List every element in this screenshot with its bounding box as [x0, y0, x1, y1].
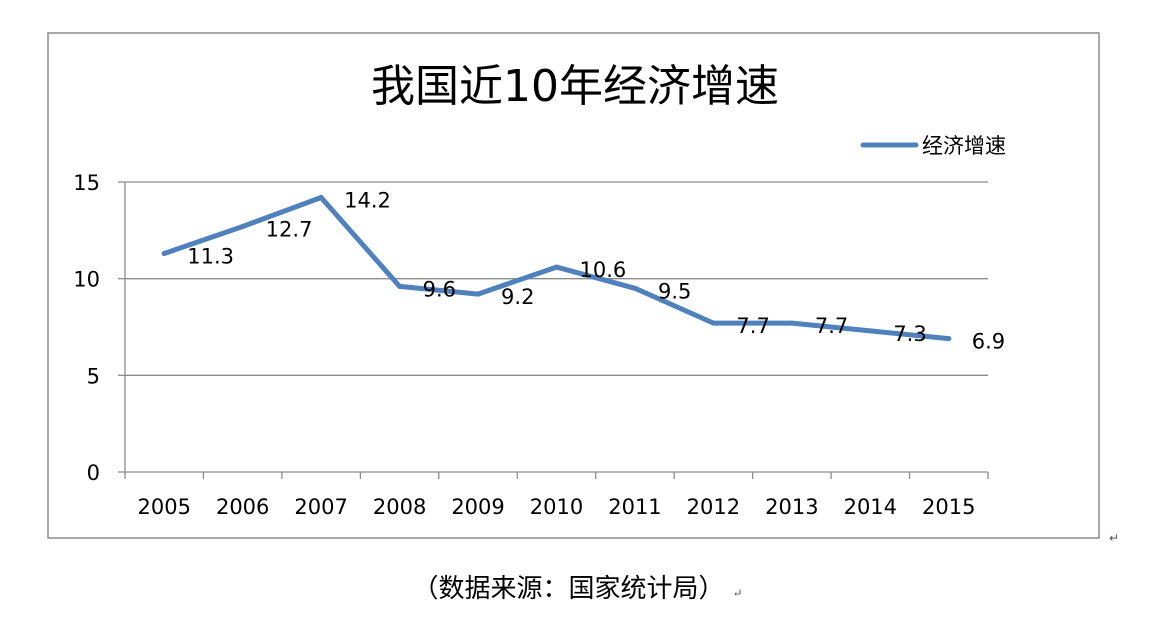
paragraph-mark-2: ↵: [732, 586, 743, 600]
axes: 0 5 10 15 2005 2006 2007 2008 2009 2010 2011 2012 20…: [73, 171, 989, 519]
data-point: [318, 194, 324, 200]
data-point: [397, 283, 403, 289]
y-tick-label: 15: [73, 171, 100, 195]
x-tick-label: 2008: [373, 495, 426, 519]
x-tick-label: 2011: [608, 495, 661, 519]
series-jingji-zengsu: [161, 194, 952, 342]
data-label: 7.7: [815, 314, 848, 338]
data-label: 9.6: [423, 277, 456, 301]
data-label: 9.2: [501, 285, 534, 309]
x-tick-label: 2015: [922, 495, 975, 519]
data-label: 11.3: [187, 245, 234, 269]
x-tick-label: 2014: [844, 495, 897, 519]
data-label: 14.2: [344, 188, 391, 212]
x-tick-label: 2005: [138, 495, 191, 519]
y-tick-label: 5: [87, 364, 100, 388]
data-point: [946, 336, 952, 342]
data-point: [710, 320, 716, 326]
data-label: 9.5: [658, 279, 691, 303]
data-point: [475, 291, 481, 297]
x-tick-label: 2012: [687, 495, 740, 519]
source-note-text: （数据来源：国家统计局）: [412, 574, 725, 604]
data-point: [867, 328, 873, 334]
chart-title: 我国近10年经济增速: [371, 61, 779, 112]
paragraph-mark: ↵: [1109, 531, 1119, 545]
x-tick-label: 2006: [216, 495, 269, 519]
data-point: [240, 223, 246, 229]
data-point: [161, 251, 167, 257]
data-label: 7.7: [736, 314, 769, 338]
data-label: 12.7: [266, 217, 313, 241]
legend-label: 经济增速: [922, 134, 1006, 158]
chart-border: [47, 32, 1100, 539]
x-tick-label: 2007: [294, 495, 347, 519]
source-note: （数据来源：国家统计局） ↵: [0, 568, 1155, 605]
data-label: 10.6: [580, 258, 627, 282]
x-tick-label: 2010: [530, 495, 583, 519]
x-tick-label: 2009: [451, 495, 504, 519]
data-point: [632, 285, 638, 291]
data-point: [554, 264, 559, 270]
legend: 经济增速: [860, 134, 1006, 158]
data-labels: 11.3 12.7 14.2 9.6 9.2 10.6 9.5 7.7 7.7 7.3 6.9: [187, 188, 1005, 353]
data-label: 7.3: [893, 322, 926, 346]
y-tick-label: 0: [87, 461, 100, 485]
y-tick-label: 10: [73, 268, 100, 292]
gridlines: [125, 181, 988, 376]
data-label: 6.9: [972, 330, 1005, 354]
x-tick-label: 2013: [765, 495, 818, 519]
data-point: [789, 320, 795, 326]
